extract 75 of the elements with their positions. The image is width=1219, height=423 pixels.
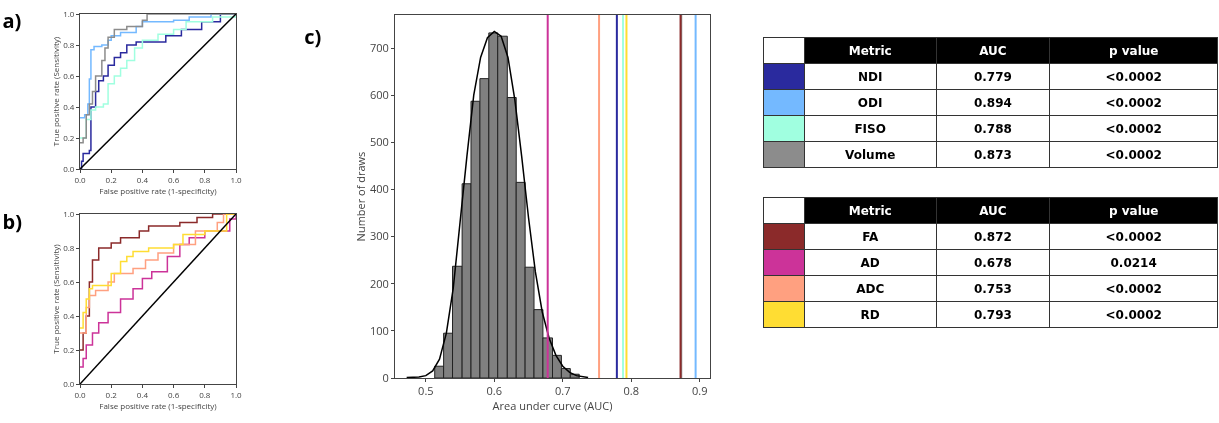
x-tick-label: 0.2 — [105, 388, 118, 400]
y-tick-label: 1.0 — [63, 207, 75, 219]
category-label: NDI — [804, 63, 937, 90]
x-axis-title: Area under curve (AUC) — [492, 398, 613, 414]
y-axis-title: Number of draws — [352, 151, 368, 242]
category-label: FA — [804, 223, 937, 250]
x-tick-label: 0.0 — [74, 388, 87, 400]
data-label: <0.0002 — [1049, 89, 1218, 116]
data-label: <0.0002 — [1049, 301, 1218, 328]
y-tick-label: 0.4 — [63, 100, 75, 112]
category-label: RD — [804, 301, 937, 328]
y-tick-label: 100 — [369, 322, 389, 338]
data-label: 0.753 — [936, 275, 1050, 302]
y-tick-label: 0.4 — [63, 309, 75, 321]
x-tick-label: 0.8 — [199, 388, 211, 400]
text: AUC — [936, 37, 1050, 64]
data-label: <0.0002 — [1049, 223, 1218, 250]
x-tick-label: 0.6 — [486, 383, 503, 399]
text: p value — [1049, 197, 1218, 224]
y-tick-label: 300 — [369, 228, 389, 244]
x-tick-label: 0.7 — [555, 383, 571, 399]
data-label: 0.873 — [936, 141, 1050, 168]
chart-title: b) — [2, 208, 22, 236]
y-tick-label: 0.8 — [63, 241, 75, 253]
y-tick-label: 200 — [369, 275, 389, 291]
legend-title: Metric — [804, 37, 937, 64]
data-label: <0.0002 — [1049, 275, 1218, 302]
legend-title: Metric — [804, 197, 937, 224]
x-tick-label: 1.0 — [230, 173, 243, 185]
y-tick-label: 0.6 — [63, 275, 75, 287]
x-tick-label: 0.9 — [692, 383, 708, 399]
x-tick-label: 0.5 — [418, 383, 434, 399]
y-axis-title: True positive rate (Sensitivity) — [49, 243, 61, 354]
data-label: 0.678 — [936, 249, 1050, 276]
x-tick-label: 0.6 — [167, 173, 180, 185]
y-tick-label: 0.8 — [63, 38, 75, 50]
y-tick-label: 0.2 — [63, 131, 75, 143]
text: AUC — [936, 197, 1050, 224]
text: c) — [304, 22, 322, 50]
data-label: 0.788 — [936, 115, 1050, 142]
x-tick-label: 0.8 — [199, 173, 211, 185]
category-label: ADC — [804, 275, 937, 302]
chart-title: a) — [2, 7, 22, 34]
y-tick-label: 700 — [369, 39, 389, 55]
y-tick-label: 500 — [369, 134, 389, 150]
y-tick-label: 400 — [369, 181, 389, 197]
data-label: 0.0214 — [1049, 249, 1218, 276]
data-label: <0.0002 — [1049, 115, 1218, 142]
y-tick-label: 1.0 — [63, 7, 75, 19]
data-label: 0.793 — [936, 301, 1050, 328]
x-axis-title: False positive rate (1-specificity) — [99, 184, 218, 196]
x-tick-label: 0.6 — [167, 388, 180, 400]
y-tick-label: 600 — [369, 86, 389, 102]
y-tick-label: 0 — [382, 369, 389, 385]
x-axis-title: False positive rate (1-specificity) — [99, 399, 218, 411]
y-tick-label: 0.0 — [63, 162, 75, 174]
text: p value — [1049, 37, 1218, 64]
data-label: <0.0002 — [1049, 141, 1218, 168]
x-tick-label: 1.0 — [230, 388, 243, 400]
x-tick-label: 0.2 — [105, 173, 118, 185]
x-tick-label: 0.0 — [74, 173, 87, 185]
data-label: 0.779 — [936, 63, 1050, 90]
data-label: 0.872 — [936, 223, 1050, 250]
y-tick-label: 0.2 — [63, 343, 75, 355]
y-axis-title: True positive rate (Sensitivity) — [49, 36, 61, 147]
category-label: FISO — [804, 115, 937, 142]
x-tick-label: 0.4 — [136, 173, 149, 185]
category-label: Volume — [804, 141, 937, 168]
y-tick-label: 0.6 — [63, 69, 75, 81]
x-tick-label: 0.4 — [136, 388, 149, 400]
category-label: AD — [804, 249, 937, 276]
category-label: ODI — [804, 89, 937, 116]
x-tick-label: 0.8 — [623, 383, 639, 399]
data-label: <0.0002 — [1049, 63, 1218, 90]
data-label: 0.894 — [936, 89, 1050, 116]
